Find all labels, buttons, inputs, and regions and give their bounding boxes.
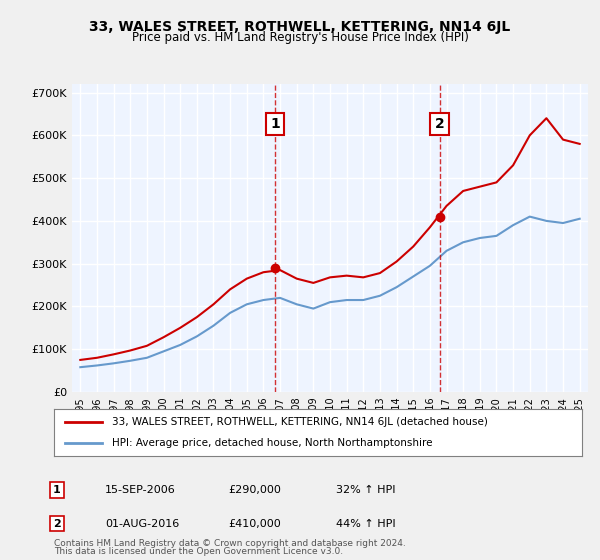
Text: £290,000: £290,000 <box>228 485 281 495</box>
Text: 32% ↑ HPI: 32% ↑ HPI <box>336 485 395 495</box>
Text: 1: 1 <box>271 117 280 131</box>
Text: This data is licensed under the Open Government Licence v3.0.: This data is licensed under the Open Gov… <box>54 547 343 556</box>
Text: 44% ↑ HPI: 44% ↑ HPI <box>336 519 395 529</box>
Text: 1: 1 <box>53 485 61 495</box>
Text: 01-AUG-2016: 01-AUG-2016 <box>105 519 179 529</box>
Text: Contains HM Land Registry data © Crown copyright and database right 2024.: Contains HM Land Registry data © Crown c… <box>54 539 406 548</box>
Text: 33, WALES STREET, ROTHWELL, KETTERING, NN14 6JL: 33, WALES STREET, ROTHWELL, KETTERING, N… <box>89 20 511 34</box>
Text: 2: 2 <box>53 519 61 529</box>
Text: 33, WALES STREET, ROTHWELL, KETTERING, NN14 6JL (detached house): 33, WALES STREET, ROTHWELL, KETTERING, N… <box>112 417 488 427</box>
Text: 15-SEP-2006: 15-SEP-2006 <box>105 485 176 495</box>
Text: Price paid vs. HM Land Registry's House Price Index (HPI): Price paid vs. HM Land Registry's House … <box>131 31 469 44</box>
Text: £410,000: £410,000 <box>228 519 281 529</box>
Text: 2: 2 <box>434 117 445 131</box>
Text: HPI: Average price, detached house, North Northamptonshire: HPI: Average price, detached house, Nort… <box>112 438 433 448</box>
